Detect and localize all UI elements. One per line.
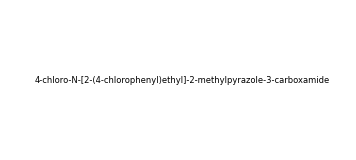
Text: 4-chloro-N-[2-(4-chlorophenyl)ethyl]-2-methylpyrazole-3-carboxamide: 4-chloro-N-[2-(4-chlorophenyl)ethyl]-2-m… (35, 76, 330, 85)
